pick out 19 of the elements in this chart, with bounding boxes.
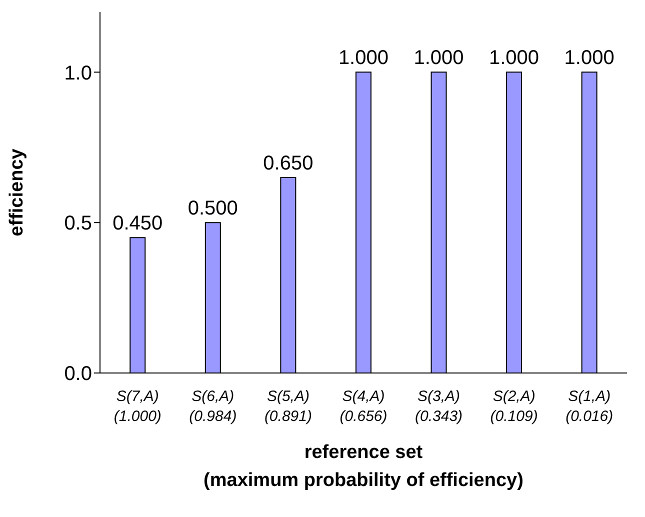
- x-tick-label: S(5,A) (0.891): [264, 388, 312, 425]
- y-tick-label: 0.0: [64, 363, 92, 386]
- data-label: 0.450: [112, 212, 163, 235]
- x-tick-label: S(1,A) (0.016): [566, 388, 614, 425]
- x-tick-label: S(4,A) (0.656): [340, 388, 388, 425]
- x-tick-label: S(6,A) (0.984): [189, 388, 237, 425]
- x-tick-label: S(2,A) (0.109): [490, 388, 538, 425]
- data-label: 0.650: [263, 152, 314, 174]
- data-label: 0.500: [188, 198, 238, 220]
- y-tick-label: 1.0: [64, 62, 92, 84]
- x-axis-title: reference set (maximum probability of efficiency): [202, 441, 524, 493]
- data-label: 1.000: [564, 47, 614, 70]
- y-tick-label: 0.5: [64, 212, 92, 235]
- x-tick-label: S(7,A) (1.000): [114, 388, 162, 425]
- x-tick-label: S(3,A) (0.343): [415, 388, 463, 425]
- data-label: 1.000: [414, 47, 464, 70]
- data-label: 1.000: [338, 47, 389, 70]
- y-axis-title: efficiency: [6, 148, 28, 236]
- data-label: 1.000: [489, 47, 540, 70]
